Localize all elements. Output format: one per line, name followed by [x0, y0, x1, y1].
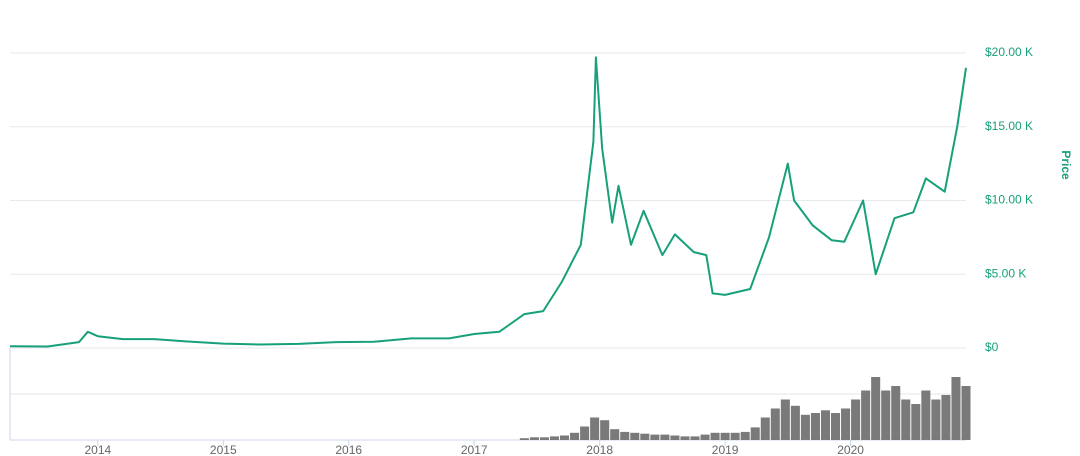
volume-bar — [851, 399, 861, 440]
volume-bar — [690, 436, 700, 440]
volume-bar — [730, 432, 740, 440]
x-tick-label: 2014 — [84, 443, 111, 456]
volume-bar — [800, 414, 810, 440]
volume-bar — [750, 427, 760, 440]
volume-bar — [630, 432, 640, 440]
volume-bar — [600, 420, 610, 440]
volume-bar — [790, 405, 800, 440]
volume-bar — [590, 417, 600, 440]
volume-bar — [560, 435, 570, 440]
volume-bar — [700, 434, 710, 440]
price-line — [9, 56, 967, 348]
volume-bar — [720, 432, 730, 440]
volume-bar — [670, 435, 680, 440]
volume-bar — [861, 390, 871, 440]
volume-bar — [640, 433, 650, 440]
volume-bar — [680, 436, 690, 440]
volume-bar — [570, 432, 580, 440]
volume-bar — [620, 431, 630, 440]
y-tick-label: $0 — [985, 340, 999, 354]
x-tick-label: 2020 — [837, 443, 864, 456]
volume-bar — [820, 410, 831, 440]
y-axis-title: Price — [1059, 150, 1073, 180]
x-tick-label: 2018 — [586, 443, 613, 456]
volume-bar — [931, 399, 941, 440]
volume-bar — [881, 390, 891, 440]
volume-bar — [941, 395, 951, 440]
volume-bar — [549, 436, 560, 440]
x-tick-label: 2015 — [210, 443, 237, 456]
volume-bar — [810, 413, 820, 440]
volume-bar — [891, 386, 901, 440]
volume-bar — [901, 399, 911, 440]
volume-bar — [770, 408, 780, 440]
volume-bar — [961, 386, 971, 440]
volume-bar — [921, 390, 931, 440]
volume-bar — [539, 437, 549, 440]
volume-bar — [951, 377, 961, 440]
volume-bar — [760, 417, 770, 440]
volume-bar — [610, 429, 620, 440]
x-tick-label: 2016 — [335, 443, 362, 456]
y-tick-label: $5.00 K — [985, 266, 1026, 280]
volume-bar — [710, 432, 720, 440]
volume-bar — [650, 434, 660, 440]
volume-bar — [660, 434, 670, 440]
volume-bar — [529, 437, 539, 440]
y-tick-label: $10.00 K — [985, 193, 1033, 207]
x-tick-label: 2017 — [461, 443, 488, 456]
y-tick-label: $15.00 K — [985, 119, 1033, 133]
volume-bar — [841, 408, 851, 440]
volume-bar — [911, 404, 921, 440]
x-tick-label: 2019 — [712, 443, 739, 456]
volume-bar — [780, 399, 790, 440]
volume-bar — [831, 413, 841, 440]
y-tick-label: $20.00 K — [985, 45, 1033, 59]
volume-bar — [740, 431, 750, 440]
volume-bar — [519, 438, 529, 440]
volume-bar — [580, 426, 590, 440]
volume-bar — [871, 377, 881, 440]
